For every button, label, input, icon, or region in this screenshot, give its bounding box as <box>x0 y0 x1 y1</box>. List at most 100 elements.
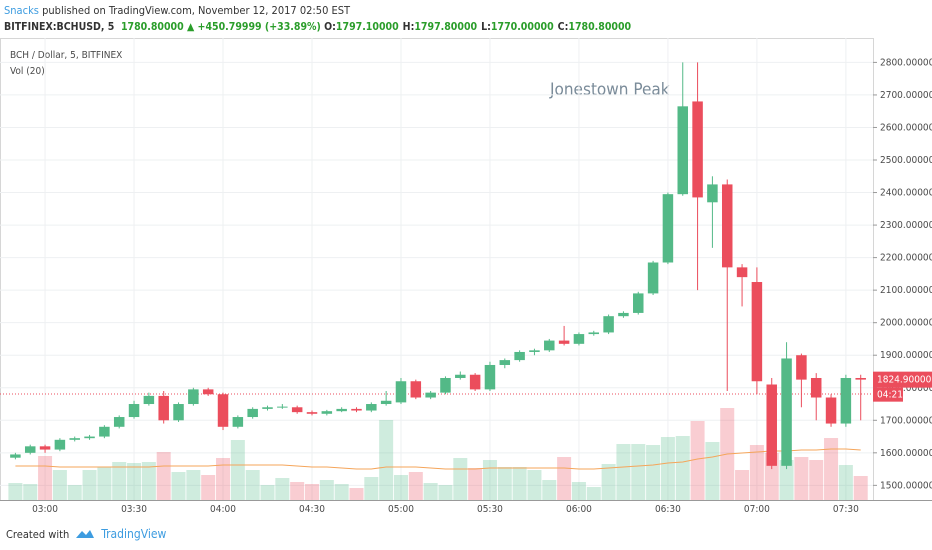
candle-body <box>810 377 822 398</box>
y-tick-label: 2300.00000 <box>880 220 932 231</box>
candle-body <box>10 454 21 458</box>
x-tick-label: 03:00 <box>32 504 58 515</box>
volume-bar <box>349 488 364 500</box>
volume-bar <box>735 470 750 500</box>
candle-body <box>217 394 229 427</box>
y-tick-label: 2400.00000 <box>880 188 932 199</box>
volume-bar <box>156 452 171 500</box>
candle-body <box>796 355 807 380</box>
y-tick-label: 2700.00000 <box>880 90 932 101</box>
y-tick-label: 1800.00000 <box>880 383 932 394</box>
y-tick-label: 1900.00000 <box>880 350 932 361</box>
volume-bar <box>38 456 53 500</box>
y-tick-label: 1700.00000 <box>880 415 932 426</box>
candle-body <box>173 404 184 421</box>
candle-body <box>277 406 288 408</box>
volume-bar <box>393 475 408 500</box>
ohlc-value: 1780.80000 <box>568 21 632 33</box>
volume-bar <box>67 485 82 500</box>
y-tick-label: 2200.00000 <box>880 253 932 264</box>
candle-body <box>455 374 466 378</box>
x-tick-label: 07:00 <box>744 504 770 515</box>
candle-body <box>291 407 303 413</box>
volume-bar <box>260 485 275 500</box>
candle-body <box>306 412 318 414</box>
ohlc-label: C: <box>557 21 569 33</box>
candle-body <box>662 194 674 263</box>
last: 1780.80000 <box>120 21 184 33</box>
volume-bar <box>794 457 809 500</box>
candle-body <box>529 350 540 352</box>
footer: Created with TradingView <box>6 527 166 541</box>
volume-bar <box>497 467 512 500</box>
volume-bar <box>824 438 839 500</box>
volume-bar <box>838 465 853 500</box>
header: Snacks published on TradingView.com, Nov… <box>4 3 635 35</box>
candle-body <box>588 332 600 335</box>
countdown-box <box>873 387 903 402</box>
candle-body <box>484 364 496 390</box>
ohlc-value: 1770.00000 <box>490 21 554 33</box>
volume-bar <box>245 470 260 500</box>
ohlc-label: L: <box>481 21 491 33</box>
volume-bar <box>749 445 764 500</box>
volume-bar <box>453 458 468 500</box>
volume-bar <box>527 470 542 500</box>
y-tick-label: 1600.00000 <box>880 448 932 459</box>
volume-bar <box>186 470 201 500</box>
candle-body <box>840 377 852 424</box>
candle-body <box>410 381 422 398</box>
volume-bar <box>616 444 631 500</box>
candle-body <box>188 389 199 405</box>
candle-body <box>54 439 66 450</box>
ohlc-label: O: <box>324 21 336 33</box>
volume-bar <box>216 458 231 500</box>
volume-bar <box>201 475 216 500</box>
candle-body <box>544 340 555 351</box>
countdown: 04:21 <box>877 390 903 401</box>
candle-body <box>707 184 718 203</box>
brand[interactable]: TradingView <box>101 527 167 541</box>
candle-body <box>677 106 688 195</box>
volume-bar <box>364 477 379 500</box>
volume-bar <box>8 483 23 500</box>
volume-bar <box>853 476 868 500</box>
volume-bar <box>646 445 661 500</box>
candle-body <box>128 404 140 418</box>
annotation: Jonestown Peak <box>549 80 670 100</box>
volume-bar <box>275 478 290 500</box>
candle-body <box>202 389 214 395</box>
volume-bar <box>512 467 527 500</box>
candle-body <box>336 408 347 412</box>
x-tick-label: 05:30 <box>477 504 503 515</box>
volume-bar <box>705 442 720 500</box>
candle-body <box>514 351 525 361</box>
volume-bar <box>408 472 423 500</box>
volume-bar <box>230 440 245 500</box>
volume-bar <box>675 436 690 500</box>
last-price-box <box>873 371 932 388</box>
ohlc-label: H: <box>402 21 415 33</box>
volume-bar <box>779 460 794 500</box>
volume-bar <box>468 468 483 500</box>
volume-bar <box>660 437 675 500</box>
last-price-label: 1824.90000 <box>877 375 932 386</box>
candle-body <box>24 446 36 453</box>
candle-body <box>113 417 125 427</box>
author[interactable]: Snacks <box>4 4 39 17</box>
symbol: BITFINEX:BCHUSD, 5 <box>4 21 115 33</box>
y-tick-label: 2500.00000 <box>880 155 932 166</box>
candle-body <box>825 397 837 424</box>
volume-bar <box>319 480 334 500</box>
volume-bar <box>171 472 186 500</box>
candle-body <box>766 384 777 466</box>
volume-bar <box>631 444 646 500</box>
candle-body <box>633 293 644 313</box>
candle-body <box>366 404 377 411</box>
volume-bar <box>52 470 67 500</box>
y-tick-label: 2600.00000 <box>880 122 932 133</box>
y-tick-label: 2000.00000 <box>880 318 932 329</box>
published: published on TradingView.com, November 1… <box>42 4 351 17</box>
x-tick-label: 05:00 <box>388 504 414 515</box>
